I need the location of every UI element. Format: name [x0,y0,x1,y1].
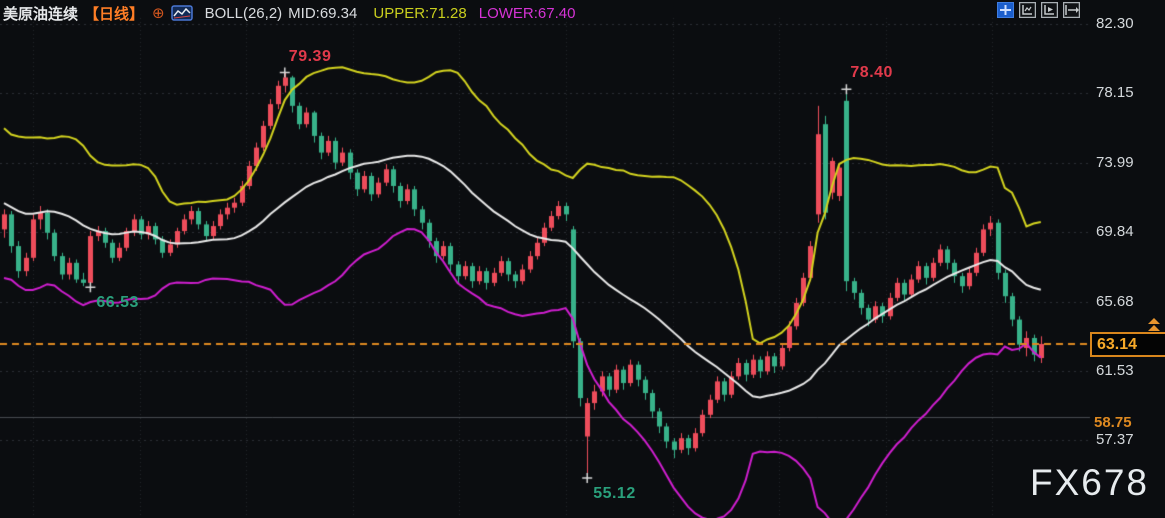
axis-tick-label: 61.53 [1096,361,1134,379]
axis-tick-label: 78.15 [1096,84,1134,102]
add-indicator-icon[interactable]: ⊕ [152,4,165,22]
axis-tick-label: 73.99 [1096,153,1134,171]
low-price-annotation: 55.12 [593,484,636,502]
axis-tick-label: 57.37 [1096,431,1134,449]
axis-tick-label: 82.30 [1096,15,1134,32]
chart-toolbar [997,2,1080,18]
price-up-arrows-icon [1147,318,1161,331]
boll-upper-value: UPPER:71.28 [373,4,467,22]
axis-tick-label: 69.84 [1096,223,1134,241]
fx678-watermark: FX678 [1030,462,1150,503]
timeframe-label[interactable]: 【日线】 [84,5,145,23]
chart-header: 美原油连续 【日线】 ⊕ BOLL(26,2) MID:69.34 UPPER:… [3,3,575,23]
axis-tick-label: 65.68 [1096,292,1134,310]
chart-pane-icon[interactable] [1019,2,1036,18]
last-price-badge: 63.14 [1090,332,1165,357]
boll-lower-value: LOWER:67.40 [478,4,576,22]
exit-pane-icon[interactable] [1063,2,1080,18]
high-price-annotation: 78.40 [850,64,893,82]
symbol-name: 美原油连续 [3,5,79,23]
indicator-name[interactable]: BOLL(26,2) [204,4,283,22]
level-price-label: 58.75 [1093,414,1135,432]
mini-chart-icon[interactable] [170,5,193,21]
chart-play-icon[interactable] [1041,2,1058,18]
boll-mid-value: MID:69.34 [288,4,358,22]
low-price-annotation: 66.53 [96,294,139,312]
crosshair-tool-icon[interactable] [997,2,1014,18]
high-price-annotation: 79.39 [288,47,332,65]
